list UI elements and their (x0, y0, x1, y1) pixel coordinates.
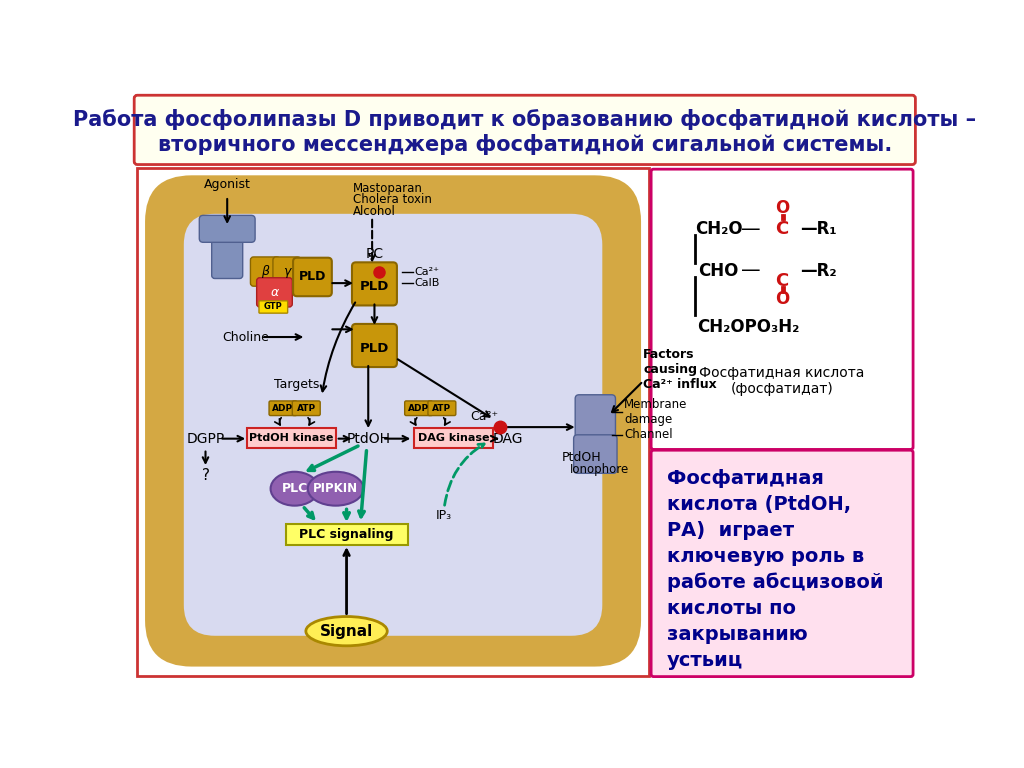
Text: Фосфатидная кислота: Фосфатидная кислота (699, 366, 865, 380)
FancyBboxPatch shape (200, 215, 255, 243)
FancyBboxPatch shape (292, 401, 321, 415)
Text: PLC: PLC (282, 482, 308, 495)
Text: CalB: CalB (415, 278, 440, 288)
FancyBboxPatch shape (248, 428, 336, 448)
Text: α: α (270, 286, 279, 299)
Text: PtdOH kinase: PtdOH kinase (249, 433, 334, 443)
Text: ATP: ATP (432, 404, 452, 412)
Text: PLD: PLD (299, 270, 326, 283)
Text: PIPKIN: PIPKIN (313, 482, 358, 495)
FancyBboxPatch shape (134, 95, 915, 164)
FancyBboxPatch shape (269, 401, 297, 415)
Text: Signal: Signal (319, 624, 373, 639)
FancyBboxPatch shape (145, 175, 641, 667)
FancyBboxPatch shape (352, 324, 397, 367)
FancyBboxPatch shape (404, 401, 432, 415)
Text: GTP: GTP (263, 303, 283, 312)
Text: C: C (775, 220, 788, 238)
Text: Agonist: Agonist (204, 178, 251, 191)
FancyBboxPatch shape (212, 226, 243, 279)
Text: CH₂OPO₃H₂: CH₂OPO₃H₂ (696, 318, 799, 336)
Text: Alcohol: Alcohol (352, 205, 395, 218)
FancyBboxPatch shape (259, 301, 288, 313)
Text: O: O (775, 199, 790, 217)
Text: Mastoparan: Mastoparan (352, 182, 423, 195)
Text: CH₂O: CH₂O (694, 220, 742, 238)
Text: Работа фосфолипазы D приводит к образованию фосфатидной кислоты –: Работа фосфолипазы D приводит к образова… (74, 108, 976, 130)
Text: —R₂: —R₂ (800, 262, 837, 280)
Text: PtdOH: PtdOH (346, 432, 390, 445)
FancyBboxPatch shape (137, 167, 649, 676)
Text: ATP: ATP (297, 404, 315, 412)
FancyBboxPatch shape (428, 401, 456, 415)
Text: Cholera toxin: Cholera toxin (352, 194, 432, 207)
Text: PtdOH: PtdOH (562, 452, 602, 465)
Text: —: — (741, 220, 761, 239)
Text: DAG kinase: DAG kinase (418, 433, 489, 443)
Text: C: C (775, 272, 788, 290)
Text: —: — (741, 261, 761, 280)
Text: Membrane
damage: Membrane damage (624, 398, 687, 425)
Text: вторичного мессенджера фосфатидной сигальной системы.: вторичного мессенджера фосфатидной сигал… (158, 134, 892, 155)
Text: β: β (261, 265, 269, 278)
Text: ADP: ADP (272, 404, 294, 412)
Text: ?: ? (202, 468, 210, 483)
Ellipse shape (306, 617, 387, 646)
FancyBboxPatch shape (293, 258, 332, 296)
FancyBboxPatch shape (352, 263, 397, 306)
FancyBboxPatch shape (273, 257, 301, 286)
FancyBboxPatch shape (575, 395, 615, 445)
Text: CHO: CHO (698, 262, 738, 280)
Text: Ca²⁺: Ca²⁺ (415, 266, 439, 276)
Ellipse shape (270, 472, 318, 505)
Text: —R₁: —R₁ (800, 220, 837, 238)
Text: Factors
causing
Ca²⁺ influx: Factors causing Ca²⁺ influx (643, 348, 717, 391)
FancyBboxPatch shape (573, 435, 617, 473)
Text: O: O (775, 290, 790, 307)
Text: Ca²⁺: Ca²⁺ (470, 410, 499, 423)
FancyBboxPatch shape (257, 278, 292, 307)
Text: Ionophore: Ionophore (569, 463, 629, 476)
Text: PLC signaling: PLC signaling (299, 528, 394, 541)
Text: DAG: DAG (493, 432, 523, 445)
Text: IP₃: IP₃ (436, 509, 453, 522)
FancyBboxPatch shape (414, 428, 493, 448)
FancyBboxPatch shape (651, 169, 913, 449)
FancyBboxPatch shape (251, 257, 280, 286)
Text: ADP: ADP (408, 404, 429, 412)
Text: (фосфатидат): (фосфатидат) (731, 382, 834, 396)
Text: Choline: Choline (222, 330, 269, 343)
Text: DGPP: DGPP (186, 432, 224, 445)
FancyBboxPatch shape (183, 214, 602, 636)
Text: PLD: PLD (359, 342, 389, 355)
Text: Targets: Targets (274, 379, 319, 391)
Text: Channel: Channel (624, 429, 673, 442)
Text: Фосфатидная
кислота (PtdOH,
РА)  играет
ключевую роль в
работе абсцизовой
кислот: Фосфатидная кислота (PtdOH, РА) играет к… (667, 469, 883, 670)
Ellipse shape (308, 472, 364, 505)
FancyBboxPatch shape (286, 524, 408, 545)
FancyBboxPatch shape (651, 450, 913, 677)
Text: γ: γ (284, 265, 291, 278)
Text: PC: PC (366, 247, 384, 261)
Text: PLD: PLD (359, 280, 389, 293)
